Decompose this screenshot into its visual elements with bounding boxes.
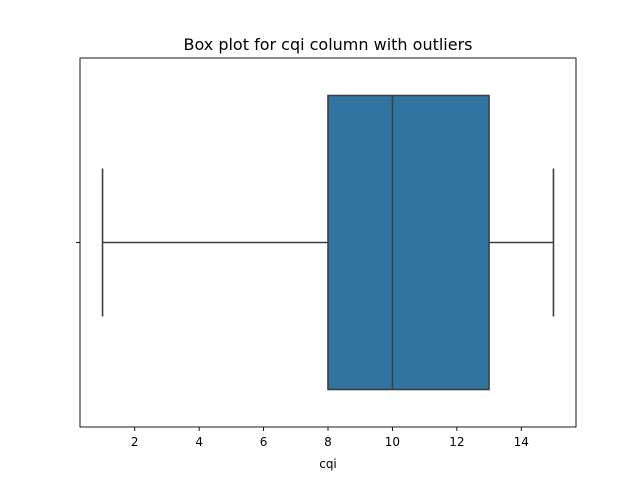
x-tick-label: 8 (324, 435, 332, 449)
x-tick-label: 2 (131, 435, 139, 449)
x-tick-label: 6 (260, 435, 268, 449)
x-tick-label: 12 (449, 435, 464, 449)
iqr-box (327, 94, 490, 391)
x-tick-label: 14 (514, 435, 529, 449)
plot-area: 2 4 6 8 10 12 14 (76, 57, 577, 449)
x-tick-label: 10 (385, 435, 400, 449)
x-tick-label: 4 (195, 435, 203, 449)
x-axis-label: cqi (319, 457, 337, 471)
chart-title: Box plot for cqi column with outliers (183, 35, 472, 54)
